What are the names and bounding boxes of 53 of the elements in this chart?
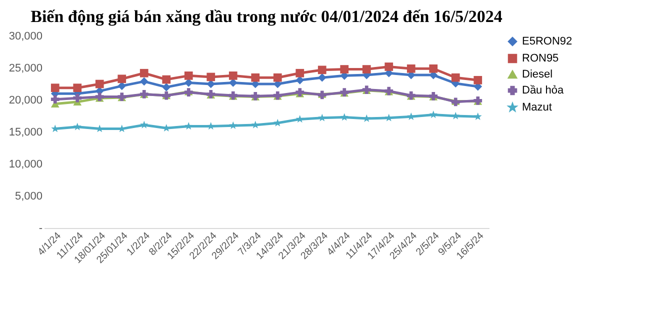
point (407, 112, 416, 120)
point (184, 71, 193, 80)
point (452, 112, 460, 120)
point (228, 78, 238, 87)
point (73, 94, 82, 102)
point (140, 120, 148, 128)
point (140, 77, 148, 86)
point (184, 122, 193, 130)
point (162, 75, 171, 84)
y-tick-label: 30,000 (8, 30, 42, 42)
point (451, 73, 460, 82)
point (228, 71, 238, 80)
point (340, 113, 348, 121)
point (118, 74, 126, 84)
point (73, 84, 82, 92)
point (318, 66, 326, 74)
point (140, 68, 148, 78)
legend-label: Diesel (522, 68, 553, 80)
point (362, 65, 371, 74)
point (340, 65, 349, 74)
point (474, 76, 482, 84)
point (318, 114, 326, 122)
y-tick-label: 15,000 (8, 126, 42, 138)
legend-label: RON95 (522, 52, 559, 64)
y-tick-label: 10,000 (8, 158, 42, 170)
point (429, 64, 438, 73)
point (50, 84, 60, 92)
point (73, 122, 82, 130)
y-tick-label: 20,000 (8, 94, 42, 106)
legend-label: Mazut (522, 102, 552, 114)
point (273, 73, 282, 82)
point (296, 115, 304, 123)
legend-label: Dầu hỏa (522, 84, 564, 96)
point (384, 62, 394, 71)
chart-title: Biến động giá bán xăng dầu trong nước 04/01/2024 đến 16/5/2024 (30, 7, 503, 26)
point (162, 83, 171, 92)
point (362, 114, 371, 122)
point (406, 64, 416, 73)
point (50, 95, 60, 104)
point (251, 73, 260, 82)
point (206, 122, 215, 130)
point (95, 80, 104, 88)
point (229, 121, 238, 129)
point (318, 73, 326, 82)
point (474, 112, 482, 120)
point (206, 72, 216, 82)
legend-label: E5RON92 (522, 36, 572, 48)
point (429, 110, 438, 118)
y-tick-label: 5,000 (14, 190, 42, 202)
y-tick-label: 25,000 (8, 62, 42, 74)
point (296, 68, 304, 78)
point (184, 78, 193, 87)
y-tick-label: - (38, 222, 43, 234)
